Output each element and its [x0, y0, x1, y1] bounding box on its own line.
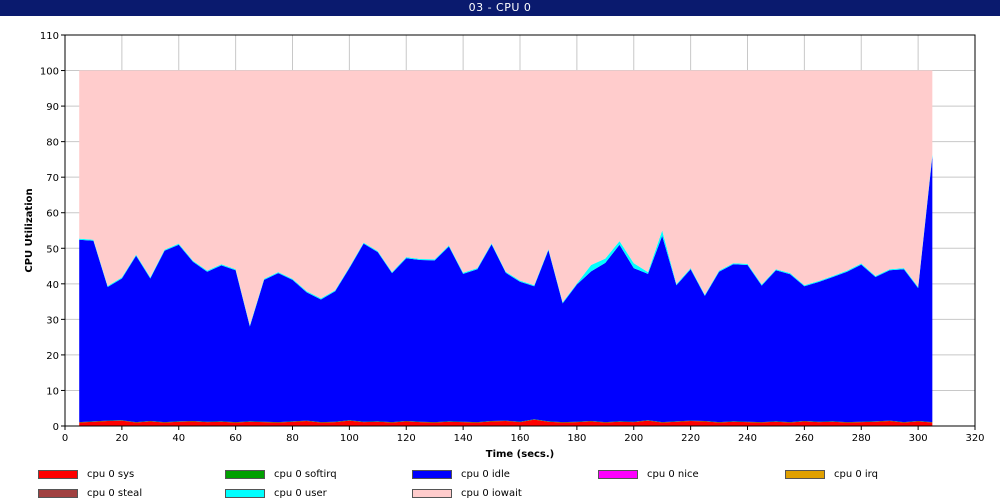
x-tick-label: 200 — [624, 433, 643, 444]
legend-label: cpu 0 iowait — [461, 487, 522, 499]
y-tick-label: 40 — [46, 280, 59, 291]
x-tick-label: 0 — [62, 433, 68, 444]
legend-label: cpu 0 steal — [87, 487, 143, 499]
x-tick-label: 100 — [340, 433, 359, 444]
x-tick-label: 120 — [397, 433, 416, 444]
legend-item-iowait: cpu 0 iowait — [412, 486, 522, 500]
x-tick-label: 20 — [116, 433, 129, 444]
x-tick-label: 40 — [172, 433, 185, 444]
y-tick-label: 110 — [40, 31, 59, 42]
y-tick-label: 60 — [46, 209, 59, 220]
legend-label: cpu 0 nice — [647, 468, 699, 480]
legend-label: cpu 0 idle — [461, 468, 510, 480]
series-area-sys — [79, 419, 933, 426]
x-tick-label: 240 — [738, 433, 757, 444]
x-tick-label: 320 — [965, 433, 984, 444]
x-axis-title: Time (secs.) — [486, 449, 555, 460]
x-tick-label: 220 — [681, 433, 700, 444]
x-tick-label: 160 — [510, 433, 529, 444]
legend-item-idle: cpu 0 idle — [412, 467, 510, 481]
y-tick-label: 20 — [46, 351, 59, 362]
x-tick-label: 140 — [454, 433, 473, 444]
x-tick-label: 180 — [567, 433, 586, 444]
legend-swatch-softirq — [225, 469, 265, 479]
series-area-idle — [79, 156, 933, 423]
legend-swatch-idle — [412, 469, 452, 479]
legend-swatch-iowait — [412, 488, 452, 498]
legend-swatch-nice — [598, 469, 638, 479]
y-tick-label: 100 — [40, 67, 59, 78]
window-title: 03 - CPU 0 — [468, 1, 532, 14]
y-tick-label: 90 — [46, 102, 59, 113]
legend-label: cpu 0 sys — [87, 468, 135, 480]
legend-swatch-irq — [785, 469, 825, 479]
y-axis-title: CPU Utilization — [24, 188, 35, 272]
x-tick-label: 300 — [909, 433, 928, 444]
legend-item-sys: cpu 0 sys — [38, 467, 134, 481]
legend-label: cpu 0 softirq — [274, 468, 337, 480]
legend-item-steal: cpu 0 steal — [38, 486, 142, 500]
x-tick-label: 280 — [852, 433, 871, 444]
series-area-softirq — [79, 419, 933, 423]
x-tick-label: 80 — [286, 433, 299, 444]
legend-item-nice: cpu 0 nice — [598, 467, 699, 481]
window-title-bar: 03 - CPU 0 — [0, 0, 1000, 16]
series-area-iowait — [79, 70, 933, 326]
y-tick-label: 30 — [46, 315, 59, 326]
chart-legend: cpu 0 sys cpu 0 softirq cpu 0 idle cpu 0 ni… — [0, 462, 1000, 504]
legend-swatch-steal — [38, 488, 78, 498]
legend-item-user: cpu 0 user — [225, 486, 327, 500]
y-tick-label: 50 — [46, 244, 59, 255]
legend-label: cpu 0 user — [274, 487, 327, 499]
y-tick-label: 80 — [46, 138, 59, 149]
y-tick-label: 0 — [53, 422, 59, 433]
y-tick-label: 10 — [46, 386, 59, 397]
legend-label: cpu 0 irq — [834, 468, 878, 480]
legend-swatch-sys — [38, 469, 78, 479]
legend-swatch-user — [225, 488, 265, 498]
legend-item-softirq: cpu 0 softirq — [225, 467, 337, 481]
x-tick-label: 260 — [795, 433, 814, 444]
y-tick-label: 70 — [46, 173, 59, 184]
x-tick-label: 60 — [229, 433, 242, 444]
legend-item-irq: cpu 0 irq — [785, 467, 878, 481]
cpu-utilization-chart: 0 10 20 30 40 50 60 70 80 90 100 110 0 20 40 60 80 100 120… — [24, 31, 985, 460]
